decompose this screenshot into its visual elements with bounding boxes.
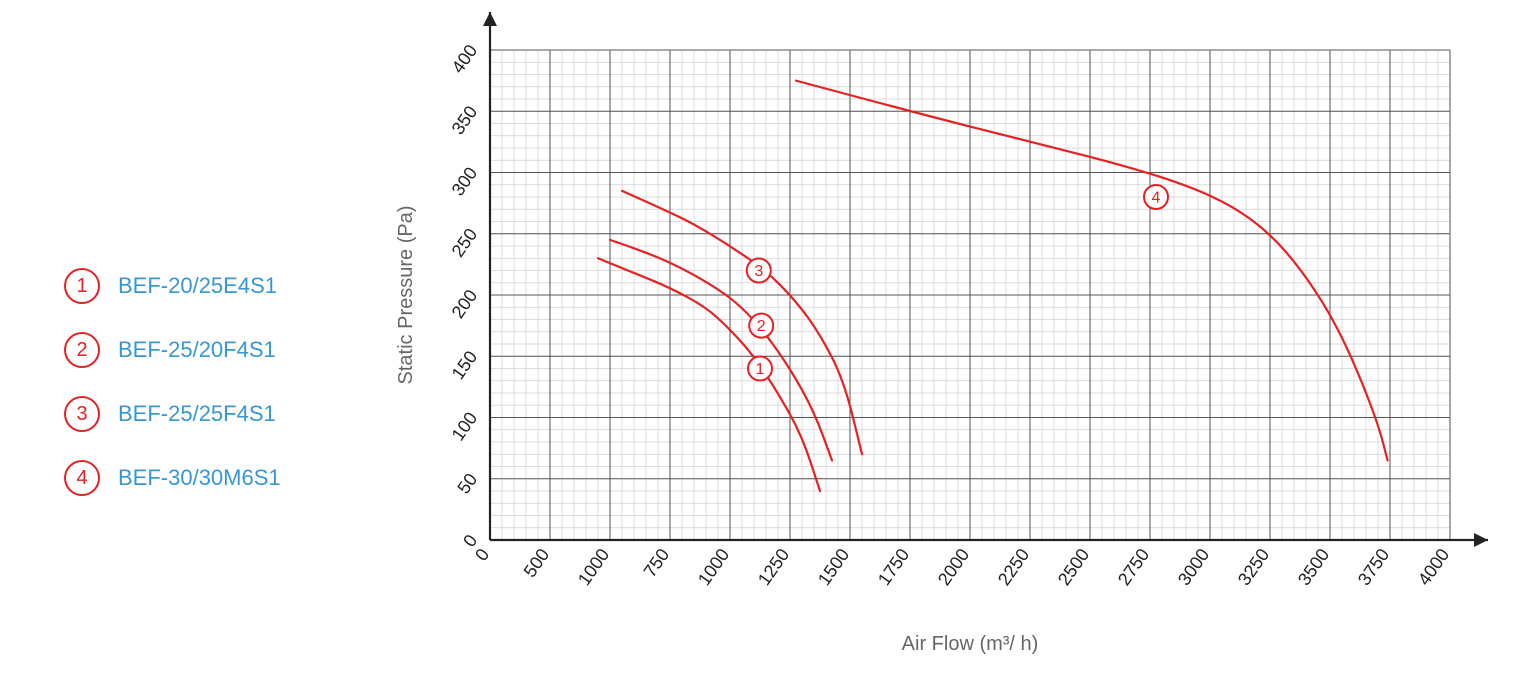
x-tick-label: 3250 <box>1234 545 1273 589</box>
legend-badge-2: 2 <box>64 332 100 368</box>
series-badge-text-3: 3 <box>754 263 763 280</box>
y-tick-label: 200 <box>448 286 482 322</box>
y-tick-label: 50 <box>453 470 481 498</box>
x-tick-label: 1750 <box>874 545 913 589</box>
series-badge-text-2: 2 <box>757 318 766 335</box>
y-tick-label: 400 <box>448 41 482 77</box>
legend-item: 1 BEF-20/25E4S1 <box>64 268 281 304</box>
x-tick-label: 2500 <box>1054 545 1093 589</box>
y-tick-label: 250 <box>448 225 482 261</box>
x-tick-label: 4000 <box>1414 545 1453 589</box>
legend-label: BEF-20/25E4S1 <box>118 273 277 299</box>
x-tick-label: 3000 <box>1174 545 1213 589</box>
legend-badge-4: 4 <box>64 460 100 496</box>
chart-area: 0500100075010001250150017502000225025002… <box>380 0 1536 691</box>
y-tick-label: 300 <box>448 163 482 199</box>
y-tick-label: 150 <box>448 347 482 383</box>
figure: 1 BEF-20/25E4S1 2 BEF-25/20F4S1 3 BEF-25/25F4… <box>0 0 1536 691</box>
y-tick-label: 100 <box>448 408 482 444</box>
chart-svg: 0500100075010001250150017502000225025002… <box>380 0 1536 691</box>
series-badge-text-4: 4 <box>1152 190 1161 207</box>
x-tick-label: 3750 <box>1354 545 1393 589</box>
legend-label: BEF-25/20F4S1 <box>118 337 276 363</box>
legend-item: 2 BEF-25/20F4S1 <box>64 332 281 368</box>
y-tick-label: 350 <box>448 102 482 138</box>
x-tick-label: 1000 <box>694 545 733 589</box>
x-tick-label: 1250 <box>754 545 793 589</box>
x-tick-label: 1500 <box>814 545 853 589</box>
x-tick-label: 2250 <box>994 545 1033 589</box>
y-axis-label: Static Pressure (Pa) <box>395 206 417 385</box>
x-tick-label: 3500 <box>1294 545 1333 589</box>
x-axis-label: Air Flow (m³/ h) <box>902 633 1039 655</box>
series-badge-text-1: 1 <box>756 361 765 378</box>
x-tick-label: 2750 <box>1114 545 1153 589</box>
legend: 1 BEF-20/25E4S1 2 BEF-25/20F4S1 3 BEF-25/25F4… <box>64 268 281 524</box>
legend-badge-1: 1 <box>64 268 100 304</box>
x-tick-label: 1000 <box>574 545 613 589</box>
x-tick-label: 750 <box>640 545 674 581</box>
x-tick-label: 2000 <box>934 545 973 589</box>
legend-item: 3 BEF-25/25F4S1 <box>64 396 281 432</box>
legend-label: BEF-30/30M6S1 <box>118 465 281 491</box>
legend-label: BEF-25/25F4S1 <box>118 401 276 427</box>
legend-item: 4 BEF-30/30M6S1 <box>64 460 281 496</box>
x-tick-label: 500 <box>520 545 554 581</box>
legend-badge-3: 3 <box>64 396 100 432</box>
